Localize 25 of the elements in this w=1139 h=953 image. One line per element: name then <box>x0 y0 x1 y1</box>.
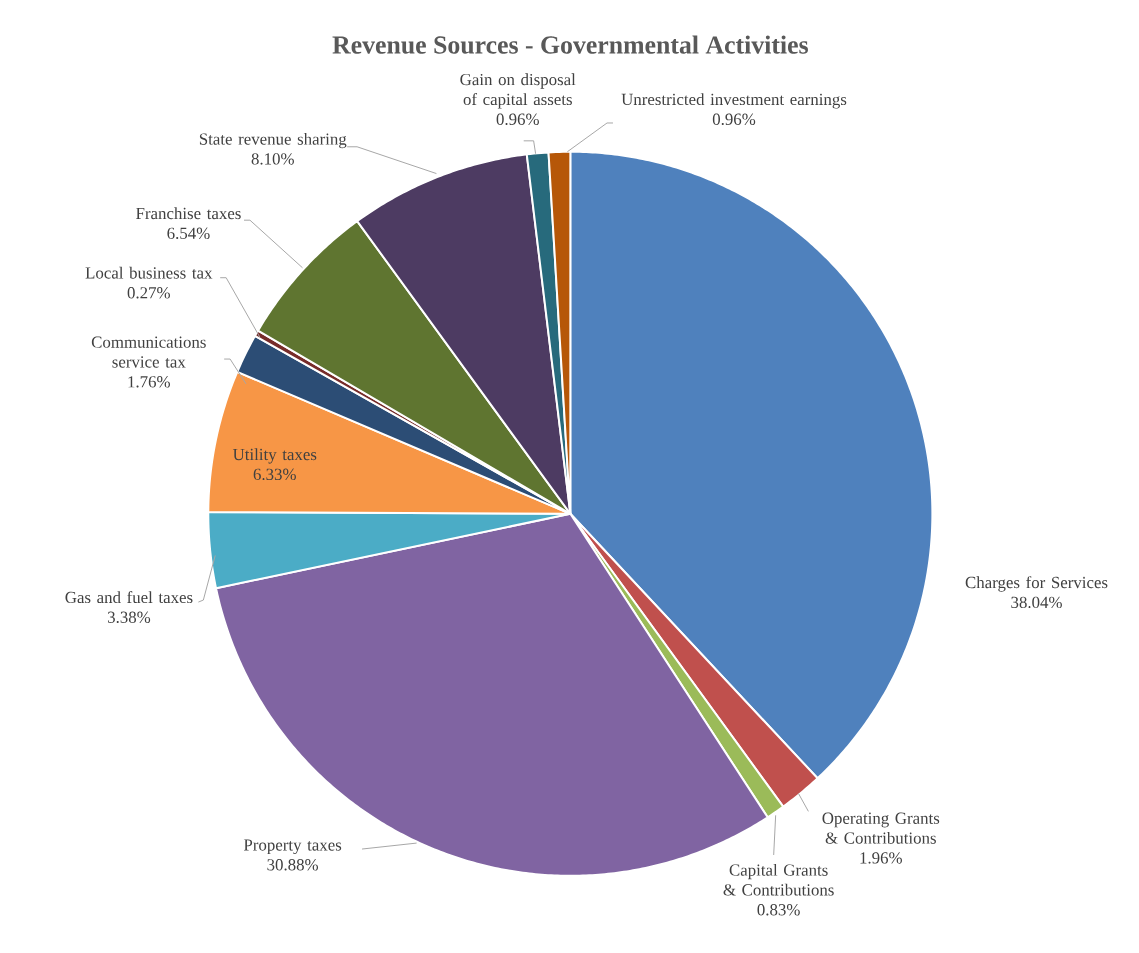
slice-label: Gas and fuel taxes <box>65 590 193 603</box>
slice-label: Utility taxes <box>232 448 317 464</box>
data-label: 8.10% <box>251 153 294 165</box>
slice-label: Gain on disposal of capital assets <box>460 73 576 109</box>
slice-label: Unrestricted investment earnings <box>621 93 847 109</box>
data-label: 0.96% <box>712 113 756 125</box>
data-label: 1.76% <box>128 376 170 388</box>
data-label: 3.38% <box>107 611 151 623</box>
data-label: 0.27% <box>127 287 170 299</box>
slice-label: Capital Grants & Contributions <box>723 863 834 896</box>
data-label: 30.88% <box>267 859 319 871</box>
data-label: 0.83% <box>757 903 800 916</box>
data-label: 0.96% <box>496 113 539 125</box>
data-label: 38.04% <box>1011 596 1062 609</box>
slice-label: Communications service tax <box>91 336 206 368</box>
slice-label: Charges for Services <box>965 576 1108 592</box>
slice-label: Operating Grants & Contributions <box>822 812 940 844</box>
slice-label: Property taxes <box>243 839 342 855</box>
slice-label: State revenue sharing <box>199 132 347 149</box>
data-label: 6.54% <box>167 227 210 239</box>
slice-label: Franchise taxes <box>136 207 241 220</box>
data-label: 6.33% <box>253 468 296 480</box>
data-label: 1.96% <box>860 852 902 864</box>
chart-title: Revenue Sources - Governmental Activities <box>332 35 808 54</box>
slice-label: Local business tax <box>85 266 213 279</box>
